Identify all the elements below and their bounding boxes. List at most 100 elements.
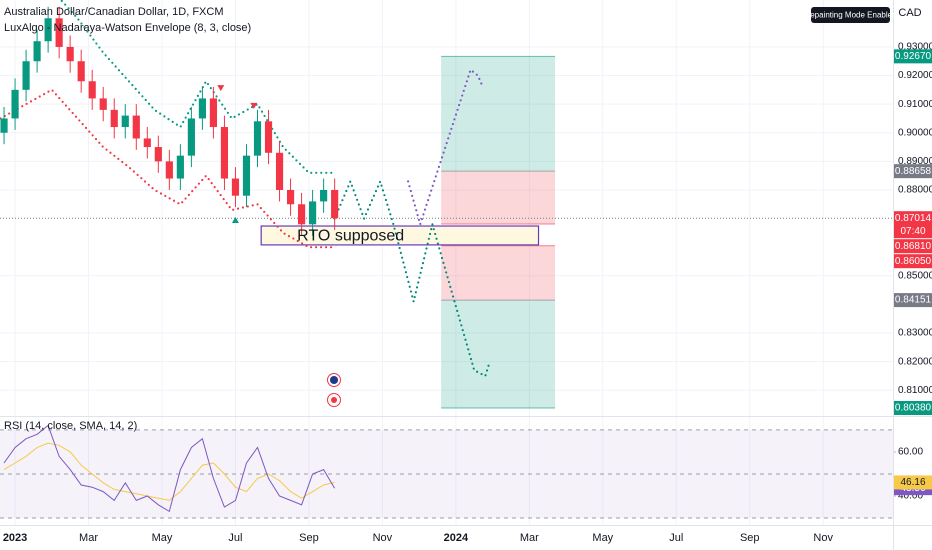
y-tick-label: 0.92000 <box>898 70 932 81</box>
candle-body <box>309 201 317 225</box>
y-tick-label: 0.83000 <box>898 328 932 339</box>
candle-body <box>33 41 41 62</box>
y-tick-label: 0.91000 <box>898 99 932 110</box>
signal-marker <box>250 102 258 109</box>
price-badge <box>894 164 932 179</box>
candle-body <box>44 18 52 42</box>
candle-body <box>154 147 162 162</box>
candle-body <box>176 155 184 179</box>
y-tick-label: 0.82000 <box>898 356 932 367</box>
candle-body <box>66 46 74 62</box>
symbol-title: Australian Dollar/Canadian Dollar, 1D, F… <box>4 6 223 18</box>
candle-body <box>99 98 107 110</box>
candle-body <box>110 109 118 128</box>
price-badge <box>894 211 932 239</box>
candle-body <box>198 98 206 119</box>
candle-body <box>88 81 96 99</box>
x-tick-label: 2024 <box>444 532 469 544</box>
x-tick-label: Jul <box>669 532 683 544</box>
x-tick-label: 2023 <box>3 532 27 544</box>
price-badge-label: 0.86810 <box>895 241 932 252</box>
currency-label[interactable]: CAD <box>898 7 921 19</box>
price-badge <box>894 400 932 415</box>
price-badge <box>894 254 932 269</box>
y-tick-label: 0.90000 <box>898 127 932 138</box>
plots <box>0 0 896 525</box>
candle-body <box>298 204 306 225</box>
rsi-band-fill <box>0 429 893 519</box>
candle-body <box>55 18 63 47</box>
candle-body <box>143 138 151 148</box>
position-zone <box>441 245 556 301</box>
position-zone <box>441 171 556 225</box>
candle-body <box>220 127 229 179</box>
countdown-label: 07:40 <box>900 226 925 237</box>
position-zone <box>441 56 556 172</box>
x-tick-label: Mar <box>520 532 539 544</box>
rsi-title: RSI (14, close, SMA, 14, 2) <box>4 420 137 432</box>
price-badge-label: 0.80380 <box>895 403 932 414</box>
series-line <box>59 0 336 174</box>
candle-body <box>165 161 173 179</box>
y-tick-label: 0.81000 <box>898 385 932 396</box>
price-badge-label: 0.84151 <box>895 295 932 306</box>
series-line <box>407 67 483 229</box>
rto-label: RTO supposed <box>297 228 404 245</box>
candle-body <box>132 115 140 139</box>
x-tick-label: May <box>592 532 613 544</box>
candle-body <box>242 155 251 196</box>
position-zone <box>441 300 556 408</box>
x-tick-label: Sep <box>299 532 319 544</box>
candle-body <box>22 61 30 90</box>
candle-body <box>275 152 284 190</box>
candle-body <box>11 89 19 119</box>
series-line <box>3 442 335 501</box>
candle-body <box>331 189 339 219</box>
price-badge-label: 0.87014 <box>895 213 932 224</box>
y-tick-label: 0.93000 <box>898 42 932 53</box>
event-flag <box>331 397 337 403</box>
x-tick-label: Nov <box>813 532 833 544</box>
signal-marker <box>231 217 239 224</box>
candle-body <box>253 121 262 156</box>
rsi-badge <box>894 475 932 490</box>
rto-box <box>260 225 540 246</box>
candle-body <box>187 118 195 156</box>
y-tick-label: 0.85000 <box>898 270 932 281</box>
candle-body <box>320 189 328 202</box>
price-badge <box>894 293 932 308</box>
candle-body <box>231 178 240 196</box>
rsi-tick-label: 60.00 <box>898 447 923 458</box>
price-badge <box>894 239 932 254</box>
overlay: Australian Dollar/Canadian Dollar, 1D, F… <box>3 6 932 544</box>
y-tick-label: 0.89000 <box>898 156 932 167</box>
candle-body <box>209 98 218 128</box>
x-tick-label: Jul <box>228 532 242 544</box>
x-tick-label: Sep <box>740 532 760 544</box>
price-badge-label: 0.86050 <box>895 256 932 267</box>
price-badge-label: 0.92670 <box>895 51 932 62</box>
rsi-tick-label: 40.00 <box>898 491 923 502</box>
indicator-title: LuxAlgo - Nadaraya-Watson Envelope (8, 3… <box>4 22 251 34</box>
signal-marker <box>217 85 225 92</box>
candle-body <box>0 118 8 133</box>
price-badge-label: 0.88658 <box>895 166 932 177</box>
x-tick-label: Nov <box>373 532 393 544</box>
candle-body <box>286 189 295 205</box>
series-line <box>3 424 336 513</box>
price-badge <box>894 49 932 64</box>
series-line <box>333 178 490 378</box>
candle-body <box>264 121 273 153</box>
repaint-text: Repainting Mode Enabled <box>804 11 896 20</box>
x-tick-label: Mar <box>79 532 98 544</box>
series-line <box>0 88 336 249</box>
candle-body <box>121 115 129 128</box>
y-tick-label: 0.88000 <box>898 185 932 196</box>
candle-body <box>77 61 85 82</box>
rsi-badge-label: 46.16 <box>900 477 925 488</box>
x-tick-label: May <box>152 532 173 544</box>
repaint-badge <box>811 7 890 23</box>
event-flag <box>330 376 338 384</box>
